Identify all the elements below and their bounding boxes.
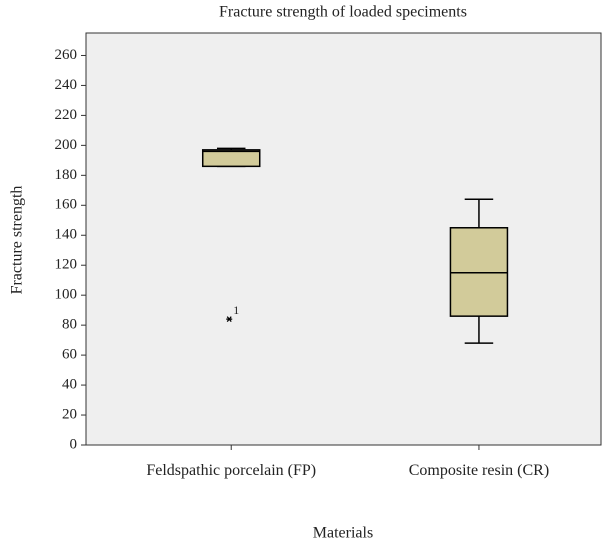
y-tick-label: 60 xyxy=(62,347,77,363)
y-tick-label: 80 xyxy=(62,317,77,333)
y-tick-label: 220 xyxy=(55,107,78,123)
y-tick-label: 140 xyxy=(55,227,78,243)
x-axis-label: Materials xyxy=(313,525,373,542)
box xyxy=(201,149,261,168)
y-tick-label: 20 xyxy=(62,406,77,422)
chart-title: Fracture strength of loaded speciments xyxy=(219,4,467,21)
y-tick-label: 0 xyxy=(70,436,78,452)
plot-area xyxy=(85,32,602,446)
y-tick-label: 240 xyxy=(55,77,78,93)
outlier-label: 1 xyxy=(233,303,239,317)
x-tick-label: Feldspathic porcelain (FP) xyxy=(146,462,317,479)
y-tick-label: 120 xyxy=(55,257,78,273)
y-tick-label: 200 xyxy=(55,137,78,153)
y-tick-label: 160 xyxy=(55,197,78,213)
y-tick-label: 260 xyxy=(55,47,78,63)
y-axis-label: Fracture strength xyxy=(9,186,26,295)
y-tick-label: 40 xyxy=(62,377,77,393)
y-tick-label: 180 xyxy=(55,167,78,183)
x-tick-label: Composite resin (CR) xyxy=(408,462,550,479)
y-tick-label: 100 xyxy=(55,287,78,303)
outlier xyxy=(226,316,233,323)
